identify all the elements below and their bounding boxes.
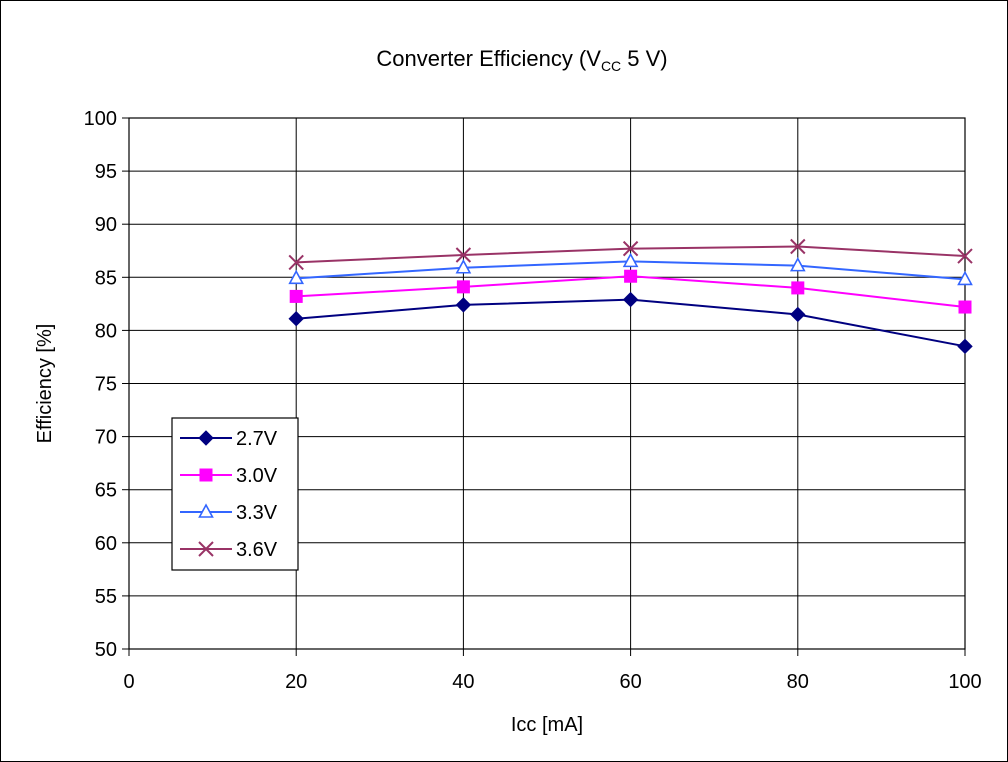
y-tick-label: 100: [84, 108, 117, 130]
x-tick-label: 60: [619, 671, 641, 693]
axis-ticks: 50 55 60 65 70 75 80 85 90 95 100 0 20 40 60 80 100: [84, 108, 982, 693]
chart-title-tail: 5 V): [621, 46, 667, 71]
legend-item: 3.3V: [180, 502, 278, 524]
chart-title-subscript: CC: [601, 58, 621, 74]
y-tick-label: 65: [95, 480, 117, 502]
y-tick-label: 70: [95, 427, 117, 449]
data-point-marker: [288, 311, 304, 327]
y-tick-label: 95: [95, 161, 117, 183]
y-tick-label: 85: [95, 267, 117, 289]
data-point-marker: [455, 259, 472, 274]
data-point-marker: [790, 306, 806, 323]
data-point-marker: [958, 300, 972, 314]
y-tick-label: 75: [95, 374, 117, 396]
data-point-marker: [957, 270, 973, 286]
legend-swatch-marker: [198, 430, 214, 446]
legend-item: 3.6V: [180, 539, 278, 561]
y-tick-label: 55: [95, 586, 117, 608]
y-tick-label: 50: [95, 639, 117, 661]
series-layer: [288, 238, 973, 355]
y-axis-label: Efficiency [%]: [34, 324, 56, 444]
legend-label: 3.6V: [236, 539, 278, 561]
data-point-marker: [288, 269, 305, 285]
x-axis-label: Icc [mA]: [511, 714, 583, 736]
data-point-marker: [789, 256, 806, 272]
legend-item: 2.7V: [180, 428, 278, 450]
series-3-0v: [289, 269, 972, 314]
chart-title: Converter Efficiency (VCC 5 V): [376, 46, 667, 74]
data-point-marker: [455, 297, 472, 313]
data-point-marker: [622, 240, 639, 257]
y-tick-label: 80: [95, 320, 117, 342]
x-tick-label: 20: [285, 671, 307, 693]
x-tick-label: 100: [948, 671, 981, 693]
data-point-marker: [455, 247, 472, 263]
legend-item: 3.0V: [180, 465, 278, 487]
x-tick-label: 80: [787, 671, 809, 693]
data-point-marker: [791, 281, 805, 295]
data-point-marker: [622, 291, 639, 308]
data-point-marker: [957, 248, 973, 264]
legend-swatch-marker: [198, 503, 214, 518]
chart-title-main: Converter Efficiency (V: [376, 46, 601, 71]
legend-label: 3.3V: [236, 502, 278, 524]
legend-label: 3.0V: [236, 465, 278, 487]
legend-swatch-marker: [199, 468, 213, 482]
x-tick-label: 0: [123, 671, 134, 693]
y-tick-label: 90: [95, 214, 117, 236]
legend-swatch-marker: [198, 541, 214, 557]
series-2-7v: [288, 291, 973, 355]
series-3-6v: [288, 238, 973, 271]
data-point-marker: [622, 252, 639, 268]
x-tick-label: 40: [452, 671, 474, 693]
legend: 2.7V 3.0V 3.3V 3.6V: [171, 417, 299, 571]
y-tick-label: 60: [95, 533, 117, 555]
data-point-marker: [957, 338, 973, 355]
data-point-marker: [456, 280, 470, 294]
data-point-marker: [624, 269, 638, 283]
legend-box: [171, 417, 299, 571]
data-point-marker: [790, 238, 806, 255]
series-3-3v: [288, 252, 973, 286]
data-point-marker: [289, 289, 303, 303]
data-point-marker: [288, 254, 304, 271]
legend-label: 2.7V: [236, 428, 278, 450]
